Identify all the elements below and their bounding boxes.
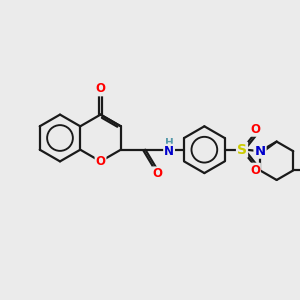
Text: H: H <box>165 138 173 148</box>
Text: N: N <box>164 145 174 158</box>
Text: O: O <box>95 155 106 168</box>
Text: O: O <box>95 82 106 95</box>
Text: O: O <box>250 123 260 136</box>
Text: S: S <box>237 143 247 157</box>
Text: O: O <box>250 164 260 177</box>
Text: O: O <box>152 167 162 180</box>
Text: N: N <box>254 145 266 158</box>
